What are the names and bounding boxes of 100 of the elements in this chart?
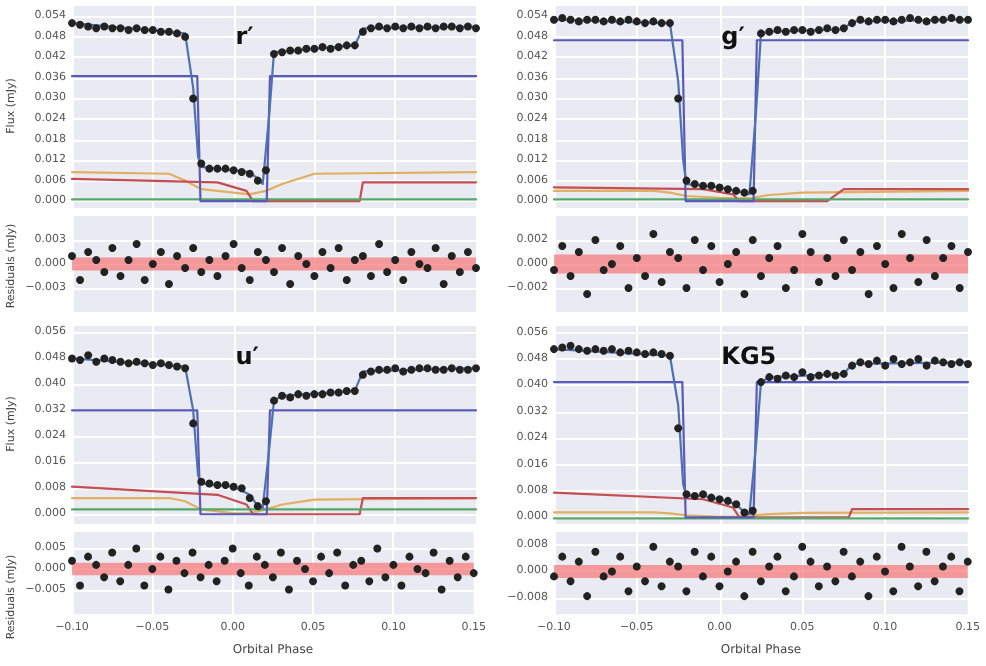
point xyxy=(197,159,206,168)
point xyxy=(116,357,125,366)
point xyxy=(848,266,857,274)
point xyxy=(789,572,798,581)
point xyxy=(342,386,351,395)
point xyxy=(318,248,327,256)
point xyxy=(806,557,815,566)
point xyxy=(641,350,650,359)
point xyxy=(748,506,757,515)
point xyxy=(649,542,658,551)
point xyxy=(889,284,898,292)
point xyxy=(897,230,906,238)
point xyxy=(665,557,674,566)
point xyxy=(723,260,732,268)
point xyxy=(690,236,699,244)
point xyxy=(740,508,749,517)
point xyxy=(723,567,732,576)
point xyxy=(294,390,303,399)
point xyxy=(164,27,173,36)
point xyxy=(897,359,906,368)
point xyxy=(616,242,625,250)
point xyxy=(798,25,807,34)
point xyxy=(439,365,448,374)
point xyxy=(856,248,865,256)
point xyxy=(415,364,424,373)
point xyxy=(253,176,262,185)
point xyxy=(84,22,93,31)
point xyxy=(310,44,319,53)
point xyxy=(140,276,149,284)
point xyxy=(189,244,198,252)
point xyxy=(342,41,351,50)
point xyxy=(317,552,326,561)
point xyxy=(930,577,939,586)
point xyxy=(357,556,366,565)
point xyxy=(260,560,269,569)
point xyxy=(599,266,608,274)
point xyxy=(84,248,93,256)
point xyxy=(607,345,616,354)
point xyxy=(707,552,716,561)
point xyxy=(806,27,815,36)
line-series xyxy=(552,348,970,516)
point xyxy=(947,552,956,561)
point xyxy=(173,29,182,38)
point xyxy=(864,359,873,368)
point xyxy=(632,348,641,357)
point xyxy=(831,577,840,586)
point xyxy=(823,562,832,571)
point xyxy=(550,345,558,354)
point xyxy=(781,27,790,36)
point xyxy=(445,556,454,565)
point xyxy=(284,585,293,594)
point xyxy=(682,176,691,185)
point xyxy=(641,272,650,280)
point xyxy=(383,268,392,276)
point xyxy=(955,358,964,367)
point xyxy=(583,592,592,601)
point xyxy=(189,419,198,428)
point xyxy=(326,264,335,272)
line-series xyxy=(70,485,478,516)
point xyxy=(270,49,278,58)
point xyxy=(839,369,848,378)
point xyxy=(221,252,230,260)
point xyxy=(100,573,109,582)
point xyxy=(566,341,575,350)
point xyxy=(914,278,923,286)
point xyxy=(616,552,625,561)
point xyxy=(831,371,840,380)
point xyxy=(881,260,890,268)
point xyxy=(447,22,456,31)
point xyxy=(213,164,222,173)
point xyxy=(922,17,931,26)
point xyxy=(244,581,253,590)
point xyxy=(806,373,815,382)
point xyxy=(278,244,287,252)
point xyxy=(399,367,408,376)
point xyxy=(140,25,149,34)
text: KG5 xyxy=(721,342,777,370)
point xyxy=(156,359,165,368)
point xyxy=(906,254,915,262)
point xyxy=(881,15,890,24)
point xyxy=(325,569,334,578)
point xyxy=(740,592,749,601)
point xyxy=(405,552,414,561)
point xyxy=(236,569,245,578)
point xyxy=(905,562,914,571)
point xyxy=(318,390,327,399)
point xyxy=(431,24,440,33)
point xyxy=(773,242,782,250)
point xyxy=(245,169,254,178)
point xyxy=(383,365,392,374)
point xyxy=(270,396,278,405)
point xyxy=(221,481,230,490)
point xyxy=(649,17,658,26)
point xyxy=(715,183,724,192)
point xyxy=(92,560,101,569)
point xyxy=(220,556,229,565)
point xyxy=(831,25,840,34)
point xyxy=(732,557,741,566)
point xyxy=(757,29,765,38)
point xyxy=(698,572,707,581)
